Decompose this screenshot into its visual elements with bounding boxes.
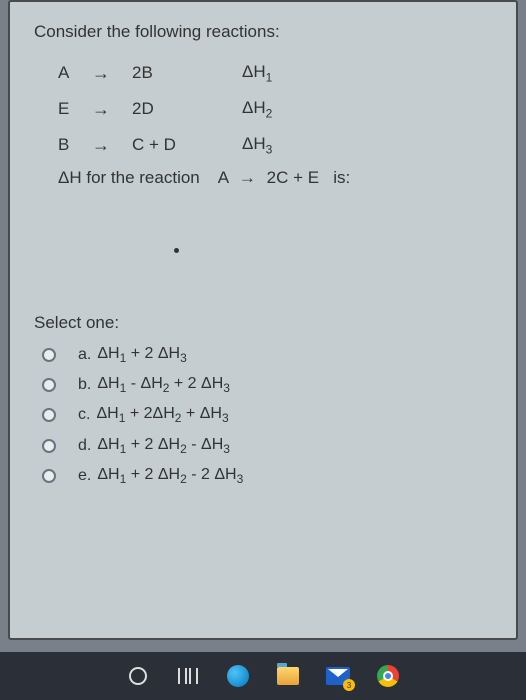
taskbar: 3 <box>0 652 526 700</box>
delta-h: ΔH1 <box>242 62 302 84</box>
option-b[interactable]: b. ΔH1 - ΔH2 + 2 ΔH3 <box>42 375 492 395</box>
mail-icon[interactable]: 3 <box>325 663 351 689</box>
mail-badge: 3 <box>343 679 355 691</box>
select-one-label: Select one: <box>34 313 492 333</box>
reactant: B <box>58 135 92 155</box>
file-explorer-icon[interactable] <box>275 663 301 689</box>
reaction-row: A → 2B ΔH1 <box>58 60 492 86</box>
dot-marker <box>174 248 179 253</box>
question-prompt: Consider the following reactions: <box>34 22 492 42</box>
task-view-icon[interactable] <box>175 663 201 689</box>
reactions-list: A → 2B ΔH1 E → 2D ΔH2 B → C + D ΔH3 <box>58 60 492 158</box>
arrow-icon: → <box>92 99 132 120</box>
reactant: E <box>58 99 92 119</box>
edge-icon[interactable] <box>225 663 251 689</box>
radio-icon[interactable] <box>42 348 56 362</box>
option-c[interactable]: c. ΔH1 + 2ΔH2 + ΔH3 <box>42 405 492 425</box>
arrow-icon: → <box>239 168 256 187</box>
radio-icon[interactable] <box>42 439 56 453</box>
product: C + D <box>132 135 242 155</box>
product: 2D <box>132 99 242 119</box>
arrow-icon: → <box>92 135 132 156</box>
cortana-icon[interactable] <box>125 663 151 689</box>
option-d[interactable]: d. ΔH1 + 2 ΔH2 - ΔH3 <box>42 436 492 456</box>
option-a[interactable]: a. ΔH1 + 2 ΔH3 <box>42 345 492 365</box>
radio-icon[interactable] <box>42 408 56 422</box>
target-reaction: ΔH for the reaction A → 2C + E is: <box>58 168 492 188</box>
radio-icon[interactable] <box>42 378 56 392</box>
question-panel: Consider the following reactions: A → 2B… <box>8 0 518 640</box>
chrome-icon[interactable] <box>375 663 401 689</box>
option-e[interactable]: e. ΔH1 + 2 ΔH2 - 2 ΔH3 <box>42 466 492 486</box>
radio-icon[interactable] <box>42 469 56 483</box>
arrow-icon: → <box>92 63 132 84</box>
reaction-row: E → 2D ΔH2 <box>58 96 492 122</box>
product: 2B <box>132 63 242 83</box>
options-list: a. ΔH1 + 2 ΔH3 b. ΔH1 - ΔH2 + 2 ΔH3 c. Δ… <box>42 345 492 486</box>
delta-h: ΔH3 <box>242 134 302 156</box>
reaction-row: B → C + D ΔH3 <box>58 132 492 158</box>
reactant: A <box>58 63 92 83</box>
delta-h: ΔH2 <box>242 98 302 120</box>
